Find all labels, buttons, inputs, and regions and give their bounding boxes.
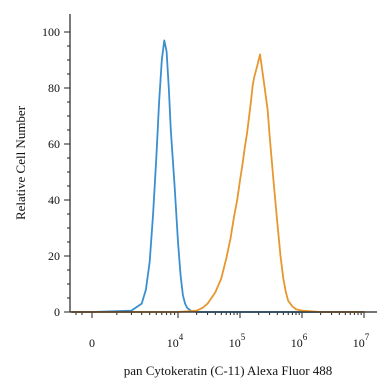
x-tick-label: 104 — [167, 332, 184, 350]
y-tick-label: 20 — [48, 249, 60, 263]
y-axis-ticks: 0 20 40 60 80 100 — [42, 25, 70, 319]
x-tick-label: 105 — [229, 332, 246, 350]
y-tick-label: 100 — [42, 25, 60, 39]
histogram-series-1 — [71, 39, 365, 313]
plot-area — [71, 39, 365, 313]
x-tick-label: 106 — [291, 332, 308, 350]
y-axis-title: Relative Cell Number — [13, 105, 28, 220]
histogram-series-2 — [71, 53, 365, 313]
x-tick-label: 107 — [353, 332, 370, 350]
x-axis-title: pan Cytokeratin (C-11) Alexa Fluor 488 — [124, 363, 333, 378]
y-tick-label: 80 — [48, 81, 60, 95]
y-tick-label: 0 — [54, 305, 60, 319]
x-axis-ticks: 0 104 105 106 107 — [75, 312, 370, 350]
y-tick-label: 60 — [48, 137, 60, 151]
x-tick-label: 0 — [89, 336, 95, 350]
y-tick-label: 40 — [48, 193, 60, 207]
